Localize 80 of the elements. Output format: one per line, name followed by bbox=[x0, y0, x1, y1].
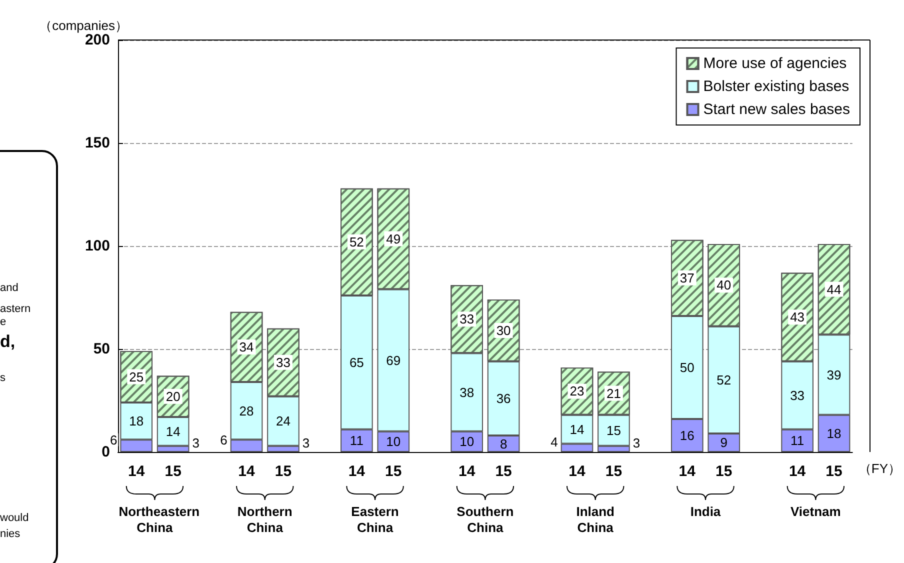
data-label: 14 bbox=[166, 424, 180, 439]
data-label: 40 bbox=[716, 278, 732, 293]
data-label: 11 bbox=[350, 433, 364, 448]
text: Vietnam bbox=[789, 504, 842, 520]
text: Eastern China bbox=[350, 504, 400, 536]
data-label: 50 bbox=[680, 360, 694, 376]
data-label: 34 bbox=[239, 339, 254, 354]
x-tick-label: 15 bbox=[495, 463, 512, 480]
data-label: 3 bbox=[302, 435, 310, 450]
text: e bbox=[0, 316, 6, 328]
x-tick-label: 15 bbox=[716, 463, 732, 480]
data-label: 69 bbox=[386, 352, 401, 368]
data-label: 33 bbox=[790, 388, 805, 403]
legend-label: Bolster existing bases bbox=[703, 78, 850, 95]
data-label: 20 bbox=[166, 388, 180, 404]
text: Inland China bbox=[575, 504, 616, 536]
text: nies bbox=[0, 528, 20, 540]
y-tick-label: 50 bbox=[93, 340, 110, 358]
data-label: 30 bbox=[496, 322, 511, 338]
data-label: 3 bbox=[192, 435, 200, 450]
y-tick-label: 200 bbox=[84, 32, 110, 48]
text: d, bbox=[0, 332, 16, 352]
data-label: 10 bbox=[460, 434, 474, 450]
data-label: 37 bbox=[680, 270, 694, 286]
data-label: 33 bbox=[460, 312, 474, 327]
data-label: 6 bbox=[220, 432, 228, 448]
data-label: 10 bbox=[386, 434, 401, 450]
data-label: 6 bbox=[110, 432, 118, 448]
data-label: 3 bbox=[632, 435, 640, 450]
x-tick-label: 14 bbox=[788, 463, 806, 480]
data-label: 44 bbox=[826, 282, 842, 297]
y-tick-label: 0 bbox=[102, 444, 110, 460]
data-label: 18 bbox=[826, 426, 842, 441]
text: Southern China bbox=[456, 504, 515, 536]
data-label: 4 bbox=[550, 434, 558, 450]
data-label: 21 bbox=[606, 386, 621, 401]
data-label: 52 bbox=[716, 372, 732, 388]
data-label: 24 bbox=[276, 414, 290, 429]
x-tick-label: 14 bbox=[348, 463, 366, 480]
x-tick-label: 15 bbox=[385, 463, 402, 480]
data-label: 36 bbox=[496, 390, 511, 406]
y-tick-label: 150 bbox=[84, 134, 110, 152]
x-axis-title: （FY） bbox=[858, 461, 902, 476]
text: India bbox=[689, 504, 722, 520]
data-label: 9 bbox=[720, 435, 728, 450]
legend-label: Start new sales bases bbox=[703, 101, 850, 118]
x-tick-label: 15 bbox=[274, 463, 292, 480]
data-label: 18 bbox=[129, 414, 144, 429]
data-label: 23 bbox=[570, 384, 584, 399]
legend-label: More use of agencies bbox=[703, 55, 847, 72]
x-tick-label: 15 bbox=[164, 463, 182, 480]
data-label: 33 bbox=[276, 354, 290, 370]
data-label: 52 bbox=[349, 234, 364, 250]
data-label: 15 bbox=[606, 422, 621, 438]
y-axis-title: （companies） bbox=[39, 18, 128, 33]
x-tick-label: 14 bbox=[568, 463, 586, 480]
x-tick-label: 14 bbox=[238, 463, 256, 480]
data-label: 43 bbox=[790, 310, 805, 325]
data-label: 8 bbox=[500, 436, 508, 452]
data-label: 38 bbox=[460, 384, 474, 400]
text: Northeastern China bbox=[118, 504, 201, 536]
data-label: 49 bbox=[386, 231, 401, 246]
data-label: 39 bbox=[826, 367, 842, 382]
x-tick-label: 14 bbox=[678, 463, 696, 480]
x-tick-label: 14 bbox=[458, 463, 476, 480]
data-label: 28 bbox=[239, 403, 254, 418]
text: and bbox=[0, 282, 18, 294]
data-label: 65 bbox=[349, 354, 364, 370]
data-label: 14 bbox=[570, 422, 584, 437]
y-tick-label: 100 bbox=[84, 238, 110, 254]
data-label: 16 bbox=[680, 428, 694, 444]
x-tick-label: 15 bbox=[605, 463, 622, 480]
x-tick-label: 14 bbox=[128, 463, 146, 480]
data-label: 25 bbox=[129, 369, 144, 384]
text: astern bbox=[0, 303, 31, 315]
data-label: 11 bbox=[790, 433, 804, 448]
x-tick-label: 15 bbox=[826, 463, 842, 480]
text: would bbox=[0, 512, 29, 524]
text: Northern China bbox=[236, 504, 294, 536]
text: s bbox=[0, 372, 6, 384]
